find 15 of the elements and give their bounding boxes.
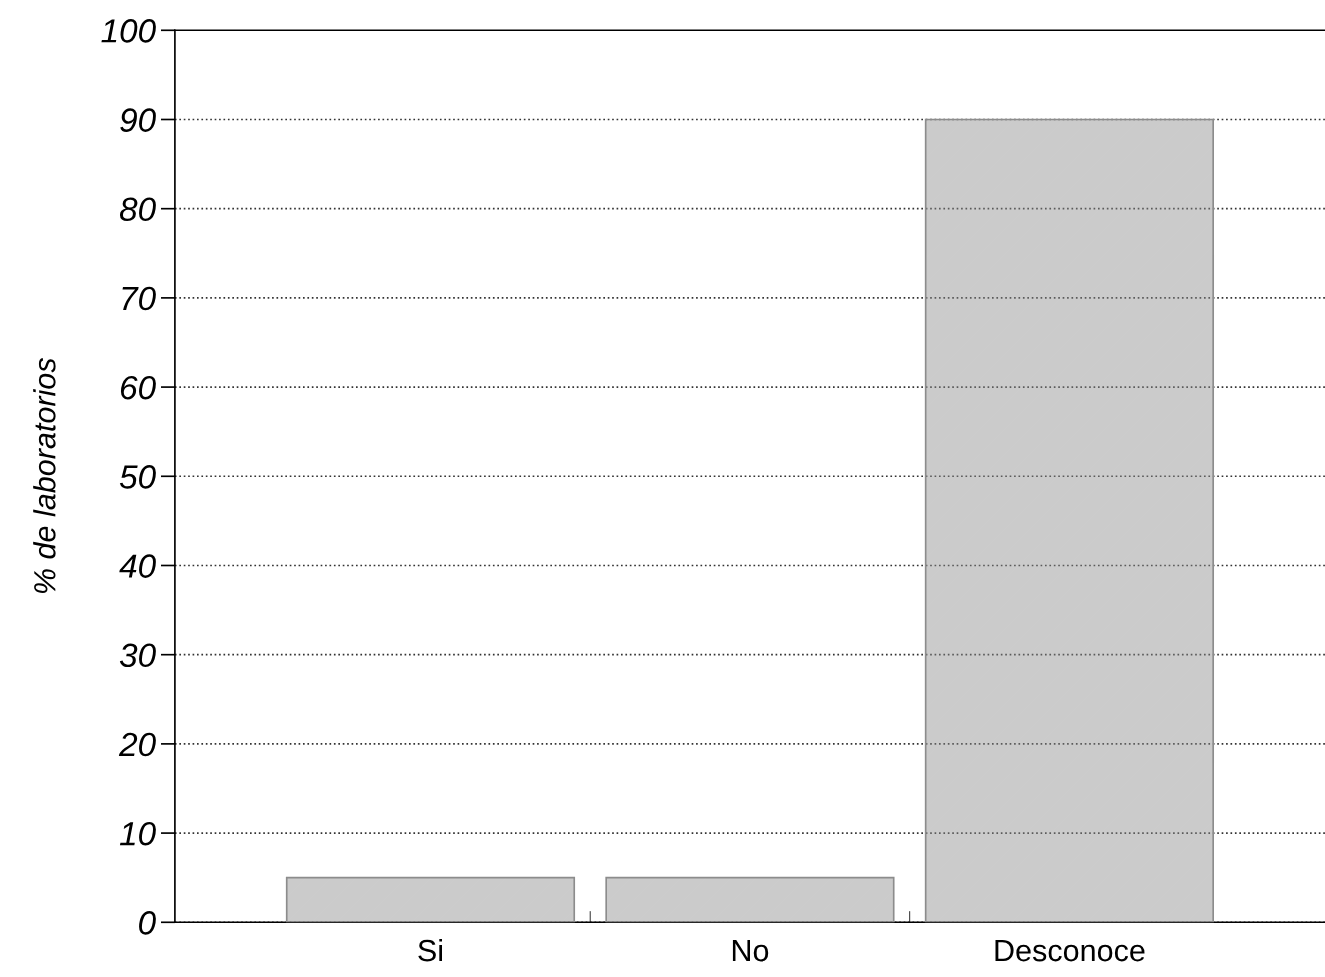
y-tick-label: 80 [119,197,156,222]
y-tick-label: 50 [119,465,156,489]
x-tick-label: Si [418,938,442,962]
y-tick-label: 30 [119,643,156,668]
y-tick-label: 10 [119,821,156,846]
y-tick-label: 0 [139,911,156,935]
y-tick-label: 70 [122,286,156,311]
y-tick-label: 60 [120,375,156,400]
y-axis-title: % de laboratorios [33,358,56,593]
y-tick-label: 100 [101,19,156,43]
y-tick-label: 20 [118,732,156,757]
x-tick-label: Desconoce [995,940,1145,962]
y-tick-label: 40 [119,554,156,578]
x-tick-label: No [732,940,769,962]
y-tick-label: 90 [120,108,156,132]
